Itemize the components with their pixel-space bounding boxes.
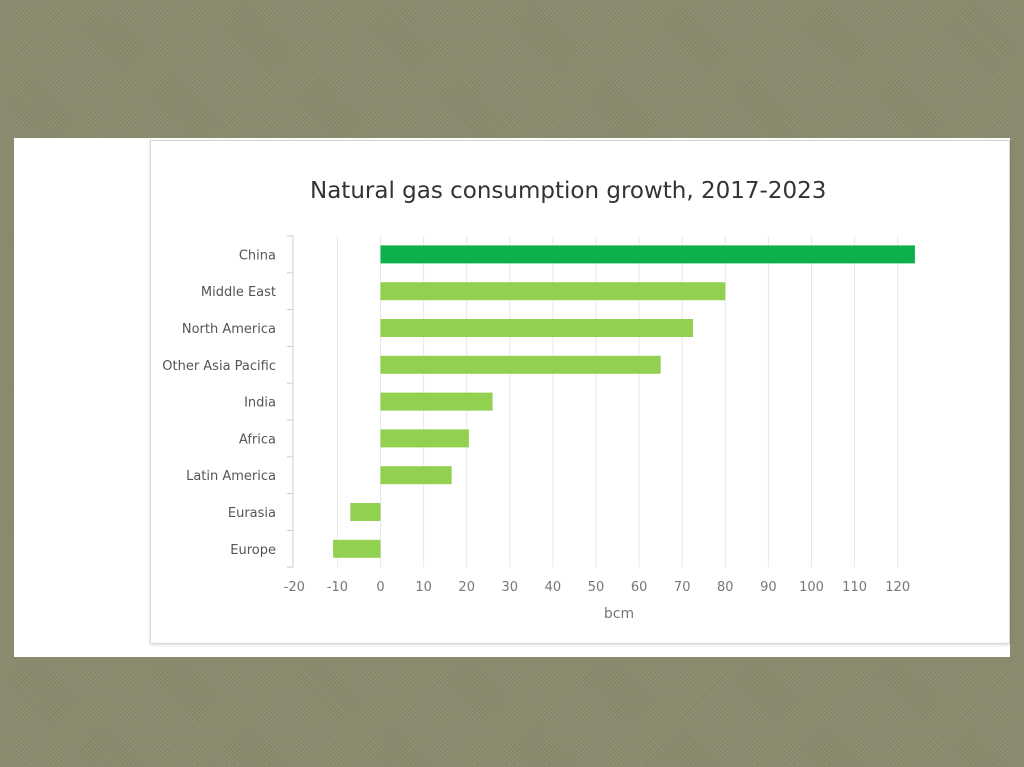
bar-other-asia-pacific [380, 355, 661, 374]
x-tick-label: 50 [588, 580, 605, 595]
bar-middle-east [380, 282, 726, 301]
x-tick-label: 70 [674, 580, 691, 595]
category-label: India [244, 396, 276, 411]
bar-north-america [380, 319, 693, 337]
bars [333, 245, 915, 558]
x-tick-label: 20 [458, 580, 475, 595]
x-axis-label: bcm [604, 606, 634, 622]
category-label: China [239, 248, 276, 263]
category-labels: China Middle East North America Other Asia … [162, 248, 276, 557]
x-tick-label: 40 [545, 580, 562, 595]
bar-latin-america [380, 466, 452, 485]
bar-india [380, 392, 493, 411]
category-label: Latin America [186, 469, 276, 484]
x-tick-label: 110 [842, 580, 867, 595]
bar-eurasia [350, 503, 381, 521]
x-tick-label: 60 [631, 580, 648, 595]
bar-africa [380, 429, 469, 448]
x-tick-label: -20 [284, 580, 305, 595]
bar-china [380, 245, 915, 264]
x-tick-label: 120 [885, 580, 910, 595]
bar-europe [333, 539, 381, 558]
category-label: Africa [239, 432, 276, 447]
x-tick-label: 90 [760, 580, 777, 595]
category-label: North America [182, 322, 276, 337]
x-tick-label: 10 [415, 580, 432, 595]
x-tick-label: 0 [376, 580, 384, 595]
x-tick-label: 100 [799, 580, 824, 595]
category-label: Europe [230, 543, 276, 558]
category-label: Eurasia [228, 506, 276, 521]
category-label: Other Asia Pacific [162, 359, 276, 374]
category-label: Middle East [201, 285, 276, 300]
x-tick-label: -10 [327, 580, 348, 595]
x-tick-label: 30 [502, 580, 519, 595]
x-tick-labels: -20 -10 0 10 20 30 40 50 60 70 80 90 100 110 120 [284, 580, 910, 595]
x-tick-label: 80 [717, 580, 734, 595]
chart-title: Natural gas consumption growth, 2017-202… [310, 178, 827, 204]
